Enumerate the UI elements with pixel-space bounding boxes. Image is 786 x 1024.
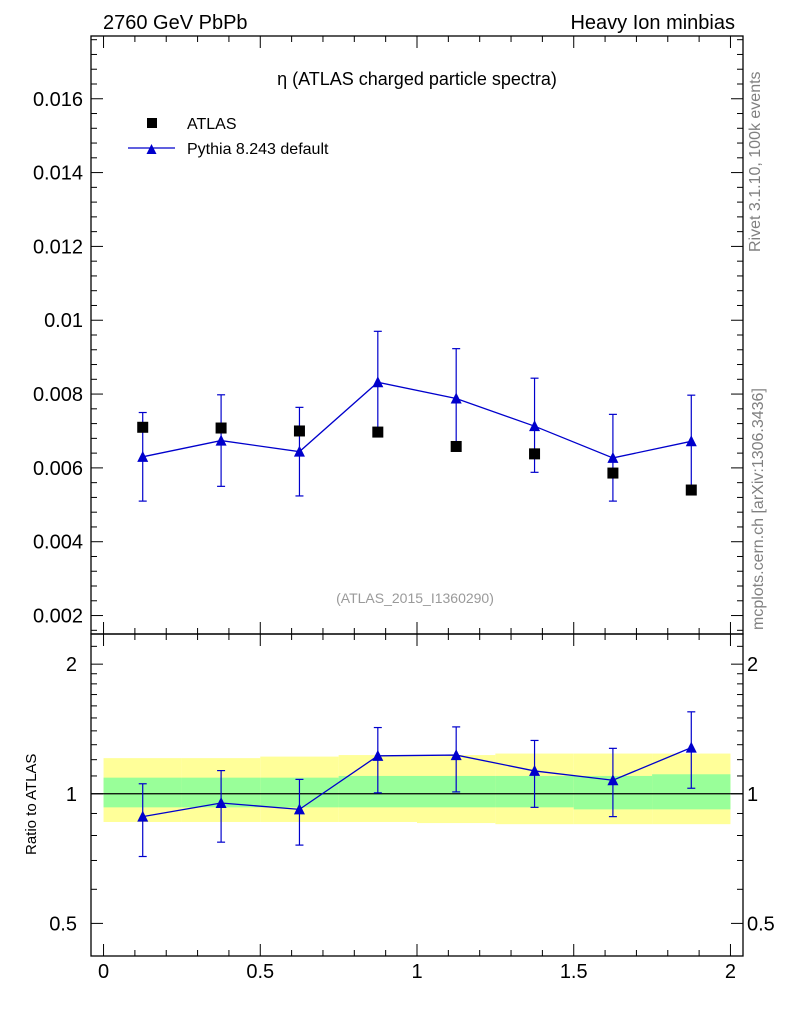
ratio-y-tick-label-right: 1 <box>747 784 758 806</box>
legend-marker-pythia <box>146 144 157 154</box>
header-left: 2760 GeV PbPb <box>103 12 248 34</box>
ratio-data-point <box>137 810 149 822</box>
main-panel: 0.0020.0040.0060.0080.010.0120.0140.016 … <box>33 35 744 635</box>
ratio-data-point <box>450 749 462 761</box>
ratio-panel: 0.5 0.5 1 1 2 2 0 0.5 1 1.5 2 Ratio to ATLAS <box>23 633 775 983</box>
header-right: Heavy Ion minbias <box>570 12 735 34</box>
x-tick-label: 1.5 <box>560 961 588 983</box>
x-tick-label: 0 <box>98 961 109 983</box>
pythia-series-line <box>142 381 692 459</box>
main-title: η (ATLAS charged particle spectra) <box>277 69 557 89</box>
main-y-tick-label: 0.016 <box>33 89 83 111</box>
ratio-y-tick-label-left: 1 <box>66 784 77 806</box>
ratio-data-point <box>685 741 697 753</box>
side-label-rivet: Rivet 3.1.10, 100k events <box>747 71 764 252</box>
main-axis-ticks: 0.002 0.004 0.006 0.008 0.01 0.012 0.014 0.016 <box>33 36 743 634</box>
atlas-data-point <box>529 448 541 460</box>
legend-label-atlas: ATLAS <box>187 116 237 133</box>
main-y-tick-label: 0.006 <box>33 458 83 480</box>
ratio-y-tick-label-right: 0.5 <box>747 913 775 935</box>
reference-label: (ATLAS_2015_I1360290) <box>336 590 494 606</box>
main-y-tick-label: 0.008 <box>33 384 83 406</box>
atlas-data-point <box>607 467 619 479</box>
x-tick-label: 0.5 <box>246 961 274 983</box>
atlas-data-point <box>137 421 149 433</box>
ratio-series-line <box>142 747 692 818</box>
atlas-data-point <box>450 440 462 452</box>
main-y-tick-label: 0.012 <box>33 236 83 258</box>
ratio-y-tick-label-left: 2 <box>66 654 77 676</box>
pythia-data-point <box>137 450 149 462</box>
x-tick-label: 1 <box>411 961 422 983</box>
atlas-data-point <box>372 426 384 438</box>
ratio-data-marks <box>91 711 743 858</box>
main-y-tick-label: 0.01 <box>44 310 83 332</box>
pythia-data-point <box>215 434 227 446</box>
atlas-data-point <box>293 425 305 437</box>
ratio-data-point <box>215 796 227 808</box>
ratio-y-axis-label: Ratio to ATLAS <box>23 754 40 855</box>
ratio-y-tick-label-right: 2 <box>747 654 758 676</box>
pythia-data-point <box>450 392 462 404</box>
pythia-data-point <box>529 420 541 432</box>
ratio-data-point <box>607 774 619 786</box>
atlas-data-point <box>685 484 697 496</box>
legend: ATLAS Pythia 8.243 default <box>128 116 329 158</box>
ratio-axis-ticks: 0.5 0.5 1 1 2 2 0 0.5 1 1.5 2 <box>49 634 775 983</box>
ratio-bands <box>103 753 731 825</box>
pythia-data-point <box>685 435 697 447</box>
main-y-tick-label: 0.014 <box>33 163 83 185</box>
pythia-data-point <box>372 376 384 388</box>
main-y-tick-label: 0.002 <box>33 606 83 628</box>
legend-label-pythia: Pythia 8.243 default <box>187 141 329 158</box>
atlas-data-point <box>215 422 227 434</box>
ratio-data-point <box>372 749 384 761</box>
ratio-y-tick-label-left: 0.5 <box>49 913 77 935</box>
main-y-tick-label: 0.004 <box>33 532 83 554</box>
side-label-mcplots: mcplots.cern.ch [arXiv:1306.3436] <box>750 388 767 630</box>
legend-marker-atlas <box>147 118 157 128</box>
ratio-data-point <box>529 764 541 776</box>
pythia-data-point <box>607 451 619 463</box>
x-tick-label: 2 <box>725 961 736 983</box>
main-data-marks <box>137 330 697 502</box>
pythia-data-point <box>293 445 305 457</box>
ratio-data-point <box>293 803 305 815</box>
